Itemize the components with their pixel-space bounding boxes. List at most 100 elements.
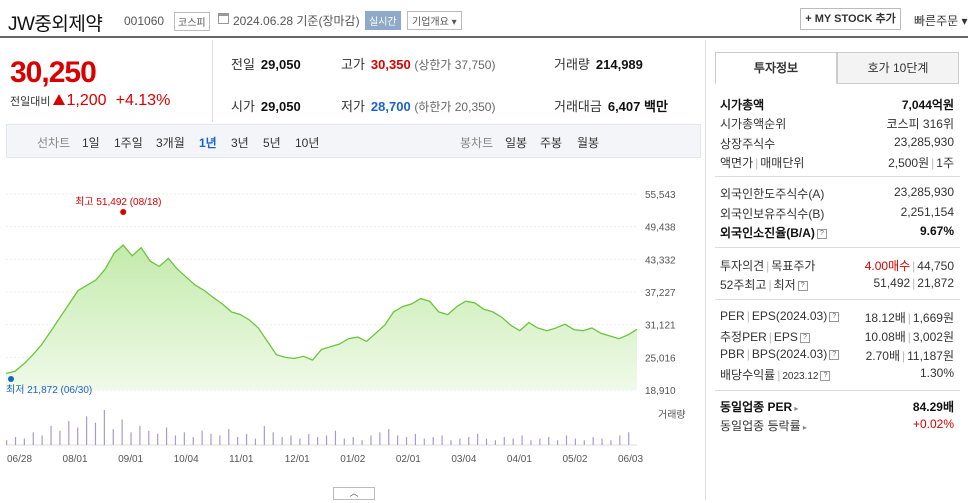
y-tick-label: 37,227 (645, 288, 676, 299)
quote-label: 시가 (231, 99, 255, 114)
quote-date: 2024.06.28 기준(장마감) (233, 14, 360, 28)
volume-bar (441, 435, 443, 445)
volume-bar (219, 435, 221, 445)
realtime-button[interactable]: 실시간 (365, 11, 401, 30)
label2: 2023.12 (782, 371, 819, 382)
min-point (8, 376, 14, 382)
volume-bar (77, 427, 79, 445)
y-tick-label: 55,543 (645, 190, 676, 201)
label: 투자의견 (720, 259, 765, 273)
quote-amount: 거래대금 6,407 백만 (554, 96, 668, 115)
candle-weekly[interactable]: 주봉 (540, 136, 563, 150)
volume-bar (592, 437, 594, 445)
value: 18.12배 (864, 311, 906, 325)
volume-bar (352, 437, 354, 445)
fast-order-dropdown[interactable]: 빠른주문 ▾ (914, 14, 968, 28)
volume-bar (494, 440, 497, 445)
help-icon[interactable]: ? (799, 332, 810, 343)
label: 52주최고 (720, 278, 767, 292)
label: 시가총액 (720, 98, 765, 112)
up-triangle-icon (53, 94, 66, 105)
label: 외국인한도주식수(A) (720, 187, 825, 201)
volume-bar (370, 435, 372, 445)
volume-bar (245, 433, 248, 445)
info-tabs: 투자정보 호가 10단계 (715, 52, 960, 84)
period-10y[interactable]: 10년 (295, 136, 320, 150)
label2: EPS (773, 330, 798, 344)
label: 동일업종 등락률 (720, 419, 801, 433)
volume-bar (539, 438, 541, 445)
company-summary-dropdown[interactable]: 기업개요 ▾ (407, 11, 462, 30)
change-percent: +4.13% (115, 92, 171, 109)
quote-label: 거래량 (554, 57, 590, 72)
lower-limit: (하한가 20,350) (414, 100, 496, 114)
period-1y[interactable]: 1년 (199, 136, 217, 150)
label2: 매매단위 (760, 156, 805, 170)
volume-bar (272, 432, 274, 445)
value: 84.29배 (912, 400, 954, 414)
help-icon[interactable]: ? (820, 370, 831, 381)
label: 액면가 (720, 156, 754, 170)
divider (715, 176, 960, 177)
volume-bar (361, 440, 363, 445)
help-icon[interactable]: ? (797, 280, 808, 291)
volume-bar (290, 435, 292, 445)
quote-value: 29,050 (260, 99, 301, 114)
value2: 1,669원 (912, 311, 954, 325)
volume-bar (103, 410, 105, 445)
period-3m[interactable]: 3개월 (156, 136, 185, 150)
volume-bar (610, 440, 612, 445)
volume-bar (530, 440, 532, 445)
x-tick-label: 06/03 (618, 454, 643, 465)
period-1w[interactable]: 1주일 (114, 136, 143, 150)
value2: 3,002원 (912, 330, 954, 344)
value: 23,285,930 (893, 185, 954, 199)
market-badge: 코스피 (174, 12, 210, 31)
volume-bar (165, 427, 168, 445)
quote-volume: 거래량 214,989 (554, 54, 643, 73)
price-area (6, 245, 637, 390)
value: 9.67% (919, 224, 954, 238)
volume-bar (228, 429, 230, 445)
volume-bar (50, 425, 52, 445)
volume-bar (450, 440, 452, 445)
x-tick-label: 05/02 (562, 454, 587, 465)
help-icon[interactable]: ? (816, 228, 827, 239)
volume-legend: 거래량 (658, 409, 686, 421)
y-tick-label: 49,438 (645, 223, 676, 234)
tab-investment-info[interactable]: 투자정보 (715, 52, 837, 84)
volume-bar (334, 430, 337, 445)
help-icon[interactable]: ? (829, 349, 840, 360)
volume-bar (601, 438, 603, 445)
label: 외국인보유주식수(B) (720, 207, 825, 221)
label2: BPS(2024.03) (751, 347, 828, 361)
volume-bar (23, 438, 25, 445)
volume-bar (263, 425, 265, 445)
amount-unit: 백만 (644, 99, 668, 114)
volume-bar (112, 429, 114, 445)
period-5y[interactable]: 5년 (263, 136, 281, 150)
period-1d[interactable]: 1일 (82, 136, 100, 150)
help-icon[interactable]: ? (829, 311, 840, 322)
x-tick-label: 09/01 (118, 454, 143, 465)
price-chart[interactable]: 55,543 49,438 43,332 37,227 31,121 25,016 18,9… (0, 160, 705, 500)
quote-label: 저가 (341, 99, 365, 114)
volume-bar (317, 437, 319, 445)
my-stock-add-button[interactable]: + MY STOCK 추가 (800, 8, 901, 30)
x-tick-label: 02/01 (396, 454, 421, 465)
volume-bar (503, 437, 505, 445)
volume-bar (423, 438, 425, 445)
stock-name: JW중외제약 (8, 14, 103, 35)
candle-monthly[interactable]: 월봉 (577, 136, 600, 150)
current-price: 30,250 (10, 56, 97, 89)
volume-bar (32, 432, 34, 445)
period-3y[interactable]: 3년 (231, 136, 249, 150)
volume-bar (85, 416, 88, 445)
volume-bar (157, 433, 159, 445)
chart-collapse-toggle[interactable]: ︿ (333, 487, 375, 500)
candle-daily[interactable]: 일봉 (505, 136, 528, 150)
max-point (120, 209, 127, 215)
tab-order-book[interactable]: 호가 10단계 (837, 52, 959, 84)
x-tick-label: 03/04 (451, 454, 476, 465)
volume-bar (6, 440, 8, 445)
